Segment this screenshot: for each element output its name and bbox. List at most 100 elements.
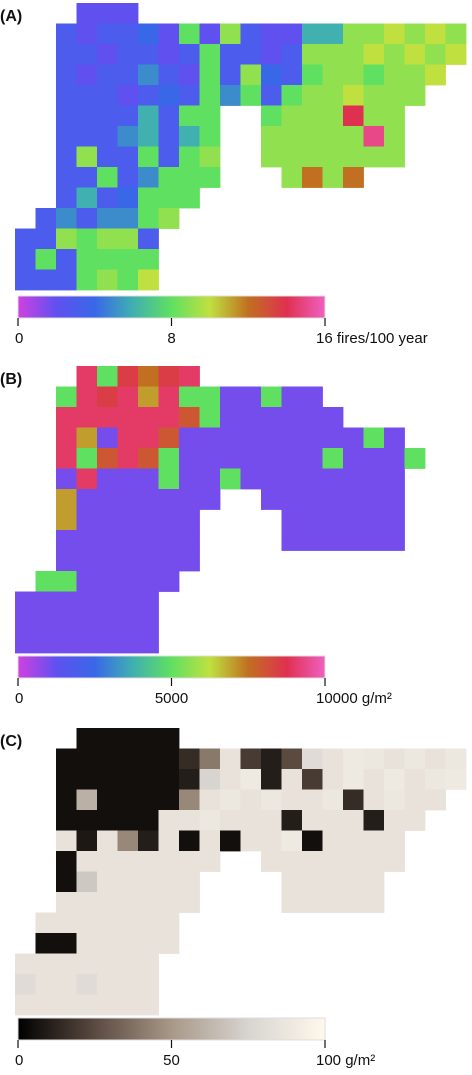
cell — [179, 427, 200, 449]
cell — [76, 167, 98, 188]
cell — [76, 748, 98, 770]
cell — [56, 892, 77, 913]
cell — [343, 448, 364, 469]
cell — [445, 748, 467, 770]
cell — [425, 23, 446, 45]
cell — [363, 44, 385, 65]
cell — [158, 912, 180, 934]
colorbar — [17, 1017, 326, 1041]
cell — [138, 386, 159, 408]
cell — [138, 748, 159, 770]
cell — [302, 489, 323, 510]
cell — [35, 249, 57, 270]
cell — [35, 612, 57, 633]
cell — [179, 23, 200, 45]
cell — [343, 427, 364, 449]
cell — [343, 468, 364, 490]
cell — [281, 386, 303, 408]
cell — [76, 851, 98, 872]
cell — [15, 953, 36, 975]
cell — [404, 810, 426, 831]
cell — [56, 105, 77, 127]
cell — [343, 530, 364, 551]
cell — [56, 249, 77, 270]
cell — [138, 187, 159, 209]
cell — [158, 530, 180, 551]
cell — [138, 85, 159, 106]
cell — [281, 530, 303, 551]
cell — [281, 44, 303, 65]
cell — [117, 974, 139, 995]
cell — [281, 427, 303, 449]
cell — [97, 187, 118, 209]
cell — [76, 974, 98, 995]
cell — [158, 167, 180, 188]
cell — [302, 64, 323, 86]
cell — [261, 146, 282, 168]
cell — [281, 468, 303, 490]
cell — [281, 105, 303, 127]
cell — [158, 64, 180, 86]
cell — [240, 427, 262, 449]
cell — [302, 126, 323, 147]
cell — [179, 871, 200, 893]
cell — [343, 810, 364, 831]
cell — [281, 892, 303, 913]
cell — [363, 810, 385, 831]
cell — [15, 228, 36, 250]
cell — [220, 830, 241, 852]
cell — [117, 769, 139, 790]
cell — [97, 789, 118, 811]
cell — [179, 830, 200, 852]
cell — [76, 146, 98, 168]
cell — [302, 146, 323, 168]
cell — [179, 146, 200, 168]
cell — [261, 489, 282, 510]
cell — [56, 489, 77, 510]
cell — [445, 769, 467, 790]
cell — [220, 468, 241, 490]
cell — [158, 85, 180, 106]
cell — [138, 23, 159, 45]
cell — [56, 851, 77, 872]
cell — [117, 44, 139, 65]
cell — [281, 146, 303, 168]
cell — [302, 85, 323, 106]
cell — [117, 933, 139, 954]
cell — [56, 228, 77, 250]
cell — [384, 530, 405, 551]
cell — [261, 468, 282, 490]
cell — [97, 366, 118, 387]
cell — [404, 448, 426, 469]
cell — [302, 23, 323, 45]
cell — [117, 448, 139, 469]
cell — [117, 269, 139, 291]
cell — [179, 530, 200, 551]
cell — [117, 994, 139, 1016]
cell — [179, 366, 200, 387]
cell — [117, 748, 139, 770]
cell — [138, 974, 159, 995]
cell — [199, 468, 221, 490]
cell — [56, 748, 77, 770]
cell — [302, 789, 323, 811]
cell — [138, 769, 159, 790]
cell — [138, 892, 159, 913]
cell — [302, 509, 323, 531]
cell — [179, 407, 200, 428]
cell — [56, 871, 77, 893]
cell — [302, 44, 323, 65]
cell — [240, 85, 262, 106]
cell — [76, 427, 98, 449]
cell — [384, 810, 405, 831]
cell — [384, 448, 405, 469]
cell — [302, 530, 323, 551]
cell — [199, 489, 221, 510]
cell — [97, 591, 118, 613]
cell — [35, 933, 57, 954]
cell — [97, 23, 118, 45]
cell — [138, 591, 159, 613]
cell — [384, 769, 405, 790]
cell — [76, 126, 98, 147]
cell — [76, 448, 98, 469]
